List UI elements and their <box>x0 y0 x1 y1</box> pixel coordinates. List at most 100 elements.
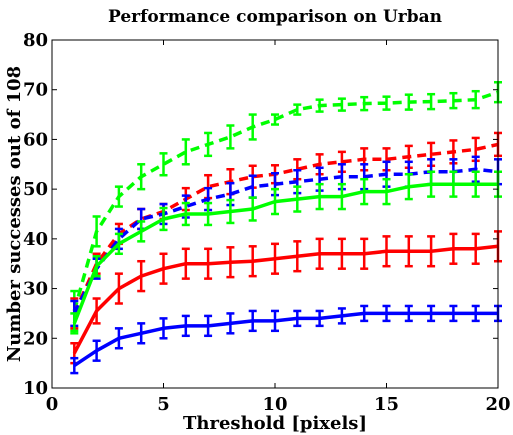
series-3-errorbar-16 <box>427 170 436 198</box>
series-3-errorbar-4 <box>159 206 168 232</box>
series-5-errorbar-2 <box>114 327 123 350</box>
series-5-errorbar-11 <box>315 309 324 328</box>
x-tick-label-2: 10 <box>262 394 287 415</box>
series-3-errorbar-9 <box>271 187 279 216</box>
plot-area <box>70 81 502 375</box>
series-5-errorbar-14 <box>382 304 391 323</box>
series-4-errorbar-16 <box>427 235 436 268</box>
series-5-errorbar-12 <box>337 307 346 325</box>
series-4-errorbar-12 <box>337 237 346 270</box>
series-4-errorbar-3 <box>137 259 146 293</box>
series-0-errorbar-2 <box>114 185 123 208</box>
series-3-errorbar-18 <box>471 170 480 198</box>
series-5-errorbar-17 <box>449 304 458 323</box>
series-4-errorbar-11 <box>315 237 324 270</box>
series-3-line <box>72 182 498 325</box>
series-4 <box>70 230 502 365</box>
axis-ticks: 0 5 10 15 20 10 20 30 40 50 60 70 80 <box>23 30 511 415</box>
series-0-errorbar-5 <box>181 138 190 166</box>
y-tick-label-6: 70 <box>23 80 48 101</box>
series-0-errorbar-14 <box>382 95 391 111</box>
series-0-errorbar-7 <box>226 124 235 150</box>
series-3-errorbar-17 <box>449 170 458 198</box>
series-0-errorbar-16 <box>427 92 436 111</box>
series-0-errorbar-1 <box>92 215 101 248</box>
series-5-errorbar-5 <box>181 314 190 338</box>
x-tick-label-4: 20 <box>485 394 510 415</box>
y-tick-label-7: 80 <box>23 30 48 51</box>
y-tick-label-0: 10 <box>23 378 48 399</box>
x-axis-label: Threshold [pixels] <box>183 413 367 434</box>
series-4-errorbar-13 <box>360 237 369 270</box>
series-5-errorbar-9 <box>271 309 279 333</box>
series-4-errorbar-5 <box>181 247 190 280</box>
y-tick-label-2: 30 <box>23 279 48 300</box>
series-3-errorbar-6 <box>204 201 213 227</box>
series-1 <box>70 131 502 330</box>
series-4-errorbar-14 <box>382 235 391 268</box>
y-tick-label-1: 20 <box>23 328 48 349</box>
series-0-errorbar-8 <box>248 113 257 141</box>
y-tick-label-4: 50 <box>23 179 48 200</box>
series-3-errorbar-7 <box>226 198 235 225</box>
series-0-errorbar-18 <box>471 89 480 110</box>
series-0-errorbar-15 <box>404 93 413 111</box>
x-tick-label-3: 15 <box>374 394 399 415</box>
series-0 <box>70 81 502 333</box>
series-4-errorbar-9 <box>271 242 279 275</box>
series-4-errorbar-4 <box>159 252 168 285</box>
series-3-errorbar-13 <box>360 177 369 206</box>
series-4-errorbar-15 <box>404 235 413 268</box>
series-3-errorbar-1 <box>92 255 101 278</box>
y-tick-label-3: 40 <box>23 229 48 250</box>
series-0-errorbar-4 <box>159 152 168 177</box>
series-4-errorbar-17 <box>449 232 458 265</box>
series-0-errorbar-6 <box>204 131 213 158</box>
series-5-line <box>73 311 498 368</box>
series-5-errorbar-16 <box>427 304 436 323</box>
series-4-errorbar-8 <box>248 245 257 278</box>
series-4-errorbar-18 <box>471 232 480 265</box>
series-0-errorbar-13 <box>360 95 369 112</box>
x-tick-label-0: 0 <box>46 394 59 415</box>
series-3 <box>70 170 502 335</box>
series-5-errorbar-0 <box>70 356 79 375</box>
series-5-errorbar-8 <box>248 309 257 333</box>
series-5-errorbar-10 <box>293 309 302 328</box>
series-3-errorbar-15 <box>404 172 413 201</box>
series-3-errorbar-5 <box>181 201 190 227</box>
series-5-errorbar-13 <box>360 304 369 323</box>
series-5-errorbar-1 <box>92 339 101 362</box>
series-3-errorbar-11 <box>315 182 324 211</box>
series-5 <box>70 304 502 375</box>
series-5-errorbar-7 <box>226 312 235 335</box>
series-3-errorbar-2 <box>114 232 123 256</box>
x-tick-label-1: 5 <box>157 394 170 415</box>
series-5-errorbar-3 <box>137 322 146 345</box>
series-5-errorbar-15 <box>404 304 413 323</box>
series-0-line <box>72 90 499 312</box>
series-0-errorbar-17 <box>449 91 458 110</box>
series-5-errorbar-6 <box>204 314 213 338</box>
series-4-line <box>72 244 499 355</box>
series-2 <box>70 155 502 328</box>
series-4-errorbar-1 <box>92 297 101 325</box>
series-0-errorbar-10 <box>293 103 302 116</box>
series-3-errorbar-3 <box>137 220 146 243</box>
series-5-errorbar-4 <box>159 317 168 340</box>
series-4-errorbar-6 <box>204 247 213 280</box>
series-0-errorbar-11 <box>315 98 324 113</box>
series-4-errorbar-7 <box>226 246 235 279</box>
y-axis-label: Number successes out of 108 <box>4 66 25 362</box>
series-0-errorbar-12 <box>337 97 346 112</box>
chart-title: Performance comparison on Urban <box>108 7 442 27</box>
series-0-errorbar-9 <box>271 113 279 126</box>
series-0-errorbar-3 <box>137 163 146 191</box>
series-4-errorbar-2 <box>114 272 123 305</box>
series-3-errorbar-10 <box>293 185 302 213</box>
series-3-errorbar-14 <box>382 177 391 206</box>
series-3-errorbar-8 <box>248 196 257 222</box>
series-3-errorbar-12 <box>337 182 346 211</box>
y-tick-label-5: 60 <box>23 129 48 150</box>
